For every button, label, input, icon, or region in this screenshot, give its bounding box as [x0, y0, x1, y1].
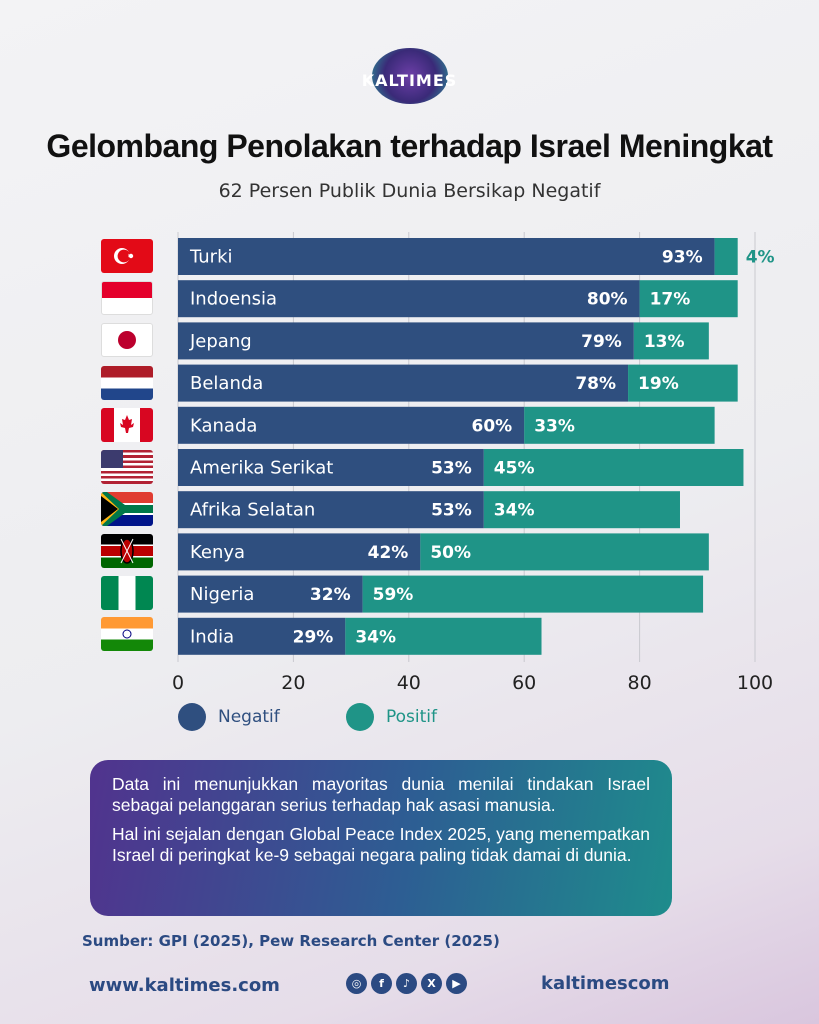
category-label: India	[190, 626, 234, 647]
data-label-negatif: 78%	[575, 374, 616, 394]
info-paragraph-1: Data ini menunjukkan mayoritas dunia men…	[112, 774, 650, 815]
page-subtitle: 62 Persen Publik Dunia Bersikap Negatif	[218, 180, 601, 202]
category-label: Nigeria	[190, 584, 254, 605]
data-label-positif: 33%	[534, 416, 575, 436]
x-tick-label: 20	[281, 672, 305, 694]
category-label: Indoensia	[190, 289, 277, 310]
bar-negatif	[178, 533, 421, 571]
kenya-flag-icon	[101, 534, 153, 568]
data-label-positif: 34%	[355, 627, 396, 647]
instagram-icon[interactable]: ◎	[346, 973, 367, 994]
usa-flag-icon	[101, 450, 153, 484]
x-tick-label: 0	[172, 672, 184, 694]
data-label-negatif: 93%	[662, 248, 703, 268]
category-label: Turki	[189, 247, 233, 268]
category-label: Belanda	[190, 373, 263, 394]
info-paragraph-2: Hal ini sejalan dengan Global Peace Inde…	[112, 824, 650, 865]
tiktok-icon[interactable]: ♪	[396, 973, 417, 994]
data-label-negatif: 29%	[293, 627, 334, 647]
logo-text: KALTIMES	[361, 71, 458, 90]
nigeria-flag-icon	[101, 576, 153, 610]
bar-positif	[524, 406, 715, 444]
bar-positif	[633, 322, 709, 360]
bar-negatif	[178, 575, 363, 613]
x-tick-label: 100	[737, 672, 773, 694]
data-label-negatif: 53%	[431, 459, 472, 479]
data-label-positif: 45%	[494, 459, 535, 479]
bar-negatif	[178, 491, 484, 529]
kaltimes-logo: KALTIMES	[0, 48, 819, 108]
bar-positif	[483, 491, 680, 529]
indonesia-flag-icon	[101, 281, 153, 315]
data-label-negatif: 32%	[310, 585, 351, 605]
bar-negatif	[178, 449, 484, 486]
legend-negatif: Negatif	[178, 703, 280, 731]
data-label-positif: 4%	[746, 248, 775, 268]
legend-positif-label: Positif	[386, 707, 437, 727]
bar-positif	[362, 575, 704, 613]
data-label-positif: 50%	[430, 543, 471, 563]
turkey-flag-icon	[101, 239, 153, 273]
data-label-positif: 19%	[638, 374, 679, 394]
bar-negatif	[178, 280, 640, 318]
x-tick-label: 80	[628, 672, 652, 694]
stacked-bar-chart: Turki 93% 4% Indoensia 80% 17% Jepang 79% 13% Bel…	[172, 232, 775, 694]
south-africa-flag-icon	[101, 492, 153, 526]
data-label-positif: 13%	[644, 332, 685, 352]
bar-positif	[714, 238, 738, 275]
facebook-icon[interactable]: f	[371, 973, 392, 994]
social-icons: ◎ f ♪ X ▶	[346, 973, 467, 994]
legend-negatif-label: Negatif	[218, 707, 280, 727]
india-flag-icon	[101, 617, 153, 651]
data-label-positif: 34%	[494, 501, 535, 521]
bar-negatif	[178, 364, 629, 402]
info-box: Data ini menunjukkan mayoritas dunia men…	[90, 760, 672, 916]
logo-globe-icon	[371, 48, 448, 104]
legend-positif-swatch	[346, 703, 374, 731]
source-note: Sumber: GPI (2025), Pew Research Center …	[82, 932, 500, 950]
data-label-negatif: 60%	[471, 416, 512, 436]
data-label-positif: 17%	[650, 290, 691, 310]
category-label: Kenya	[190, 542, 245, 563]
bar-positif	[639, 280, 738, 318]
x-tick-label: 60	[512, 672, 536, 694]
footer-website-link[interactable]: www.kaltimes.com	[89, 975, 280, 996]
category-label: Jepang	[189, 331, 252, 352]
data-label-negatif: 80%	[587, 290, 628, 310]
bar-negatif	[178, 406, 525, 444]
data-label-negatif: 42%	[368, 543, 409, 563]
footer-social-handle[interactable]: kaltimescom	[541, 973, 670, 994]
data-label-positif: 59%	[373, 585, 414, 605]
legend-negatif-swatch	[178, 703, 206, 731]
youtube-icon[interactable]: ▶	[446, 973, 467, 994]
category-label: Amerika Serikat	[190, 458, 333, 479]
x-icon[interactable]: X	[421, 973, 442, 994]
japan-flag-icon	[101, 323, 153, 357]
data-label-negatif: 79%	[581, 332, 622, 352]
legend-positif: Positif	[346, 703, 437, 731]
bar-positif	[628, 364, 738, 402]
bar-positif	[345, 617, 542, 655]
bar-negatif	[178, 238, 715, 275]
bar-positif	[483, 449, 744, 486]
bar-positif	[420, 533, 709, 571]
x-tick-label: 40	[397, 672, 421, 694]
data-label-negatif: 53%	[431, 501, 472, 521]
bar-negatif	[178, 322, 634, 360]
netherlands-flag-icon	[101, 366, 153, 400]
category-label: Afrika Selatan	[190, 500, 315, 521]
category-label: Kanada	[190, 415, 257, 436]
canada-flag-icon	[101, 408, 153, 442]
bar-negatif	[178, 617, 346, 655]
page-title: Gelombang Penolakan terhadap Israel Meni…	[46, 128, 773, 164]
